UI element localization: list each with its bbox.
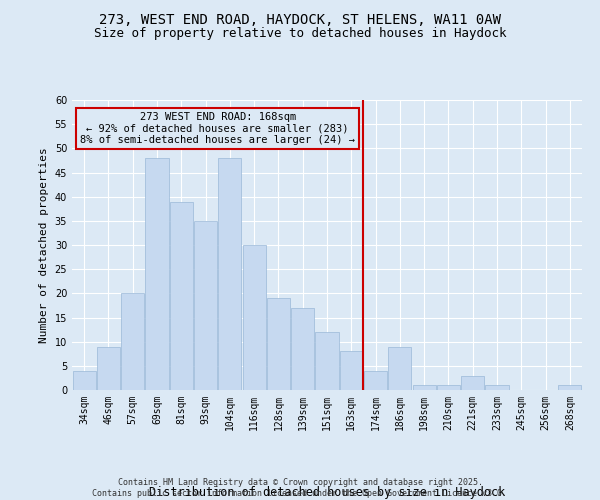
Bar [437, 385, 460, 390]
Bar [267, 298, 290, 390]
Bar [364, 370, 387, 390]
Bar [194, 221, 217, 390]
Bar [73, 370, 95, 390]
Bar [242, 245, 266, 390]
Bar [121, 294, 144, 390]
Text: 273, WEST END ROAD, HAYDOCK, ST HELENS, WA11 0AW: 273, WEST END ROAD, HAYDOCK, ST HELENS, … [99, 12, 501, 26]
Bar [413, 385, 436, 390]
Bar [485, 385, 509, 390]
Bar [461, 376, 484, 390]
Text: 273 WEST END ROAD: 168sqm
← 92% of detached houses are smaller (283)
8% of semi-: 273 WEST END ROAD: 168sqm ← 92% of detac… [80, 112, 355, 146]
Bar [145, 158, 169, 390]
Bar [316, 332, 338, 390]
Y-axis label: Number of detached properties: Number of detached properties [39, 147, 49, 343]
Bar [559, 385, 581, 390]
Text: Contains HM Land Registry data © Crown copyright and database right 2025.
Contai: Contains HM Land Registry data © Crown c… [92, 478, 508, 498]
Bar [97, 346, 120, 390]
Bar [291, 308, 314, 390]
X-axis label: Distribution of detached houses by size in Haydock: Distribution of detached houses by size … [149, 486, 505, 498]
Bar [388, 346, 412, 390]
Bar [170, 202, 193, 390]
Text: Size of property relative to detached houses in Haydock: Size of property relative to detached ho… [94, 28, 506, 40]
Bar [340, 352, 363, 390]
Bar [218, 158, 241, 390]
